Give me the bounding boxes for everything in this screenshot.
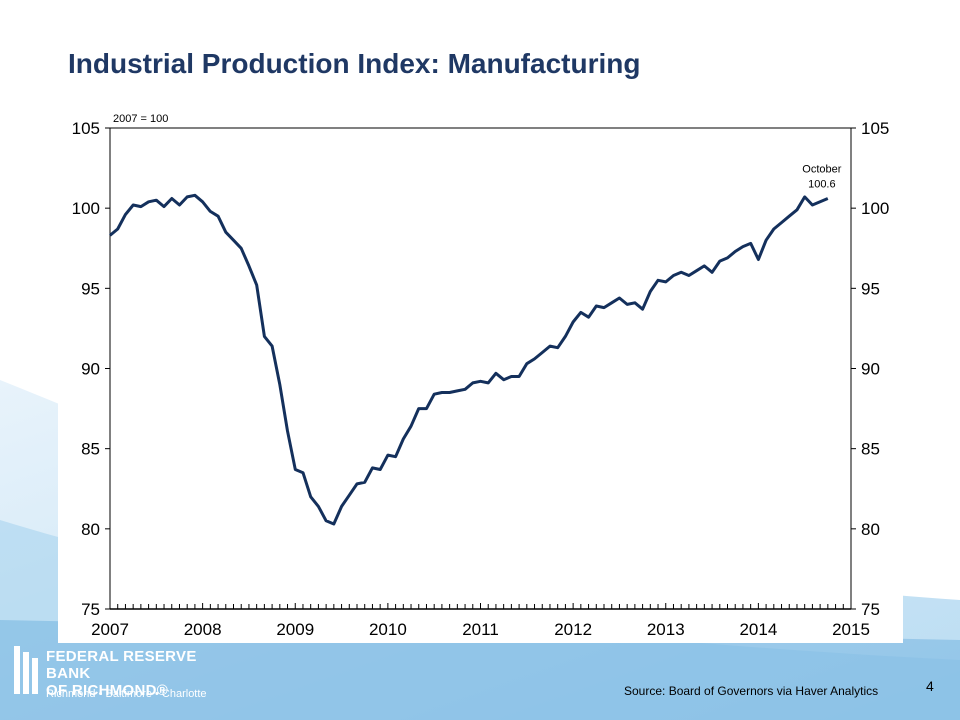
unit-note: 2007 = 100 [113, 113, 168, 125]
logo-bank-name: FEDERAL RESERVE BANK OF RICHMOND® [46, 648, 212, 699]
y-tick-label-right: 85 [861, 440, 880, 459]
x-tick-label: 2011 [462, 620, 499, 639]
x-tick-label: 2013 [647, 620, 685, 639]
fed-richmond-logo: FEDERAL RESERVE BANK OF RICHMOND® Richmo… [12, 636, 212, 716]
y-tick-label-left: 95 [81, 279, 100, 298]
x-tick-label: 2009 [276, 620, 314, 639]
x-tick-label: 2008 [184, 620, 222, 639]
x-tick-label: 2010 [369, 620, 407, 639]
y-tick-label-left: 90 [81, 360, 100, 379]
x-tick-label: 2012 [554, 620, 592, 639]
fed-logo-mark-icon [14, 646, 38, 694]
y-tick-label-left: 100 [72, 199, 100, 218]
line-chart: 75 75 80 80 85 85 90 90 95 95 100 100 105 105 2007 2008… [72, 113, 890, 639]
y-tick-label-right: 95 [861, 279, 880, 298]
y-tick-label-right: 75 [861, 600, 880, 619]
y-tick-label-left: 80 [81, 520, 100, 539]
x-tick-label: 2015 [832, 620, 870, 639]
y-tick-label-left: 85 [81, 440, 100, 459]
annotation-month: October [802, 164, 841, 176]
y-tick-label-left: 75 [81, 600, 100, 619]
y-tick-label-right: 90 [861, 360, 880, 379]
y-tick-label-right: 100 [861, 199, 889, 218]
logo-line2: OF RICHMOND® [46, 682, 169, 699]
logo-line1: FEDERAL RESERVE BANK [46, 648, 197, 682]
annotation-value: 100.6 [808, 179, 836, 191]
slide-title: Industrial Production Index: Manufacturi… [68, 48, 641, 79]
y-tick-label-left: 105 [72, 119, 100, 138]
logo-cities: Richmond • Baltimore • Charlotte [46, 688, 207, 700]
chart-panel: 75 75 80 80 85 85 90 90 95 95 100 100 105 105 2007 2008… [58, 103, 903, 643]
page-number: 4 [926, 678, 934, 694]
y-tick-label-right: 80 [861, 520, 880, 539]
source-note: Source: Board of Governors via Haver Ana… [624, 684, 879, 698]
x-tick-label: 2007 [91, 620, 129, 639]
series-line [109, 193, 829, 526]
x-tick-label: 2014 [739, 620, 777, 639]
y-tick-label-right: 105 [861, 119, 889, 138]
